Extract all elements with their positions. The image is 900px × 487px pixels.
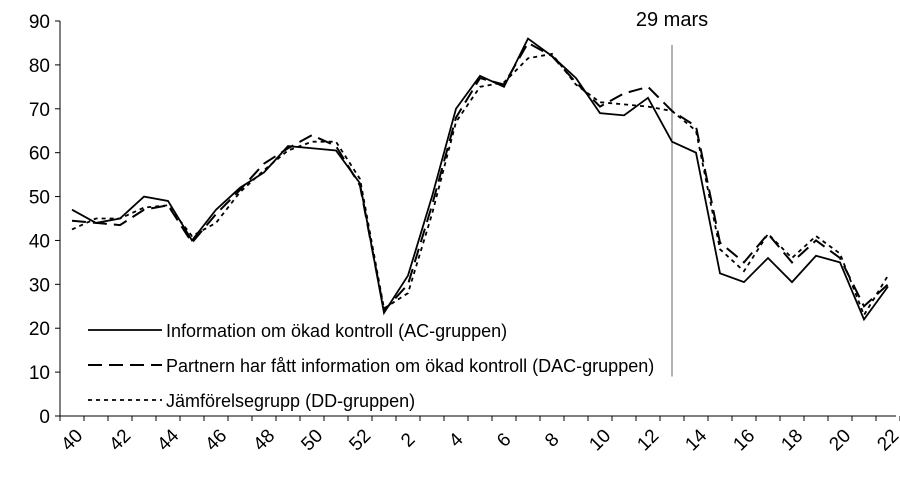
x-tick-label: 6 (493, 429, 515, 451)
y-tick-label: 0 (39, 407, 50, 428)
x-tick-label: 16 (729, 425, 759, 455)
x-tick-label: 14 (681, 425, 711, 455)
x-tick-label: 22 (873, 425, 900, 455)
x-tick-label: 44 (153, 425, 183, 455)
x-tick-label: 18 (777, 425, 807, 455)
x-tick-label: 42 (105, 425, 135, 455)
x-tick-label: 8 (541, 429, 563, 451)
y-tick-label: 20 (29, 319, 50, 340)
x-tick-label: 10 (585, 425, 615, 455)
x-tick-label: 4 (445, 429, 468, 452)
x-tick-label: 12 (633, 425, 663, 455)
y-tick-label: 30 (29, 275, 50, 296)
legend-label: Partnern har fått information om ökad ko… (166, 356, 654, 376)
y-tick-label: 10 (29, 363, 50, 384)
y-tick-label: 90 (29, 12, 50, 33)
x-tick-label: 52 (345, 425, 375, 455)
x-tick-label: 50 (297, 425, 327, 455)
y-tick-label: 40 (29, 231, 50, 252)
x-tick-label: 40 (57, 425, 87, 455)
y-tick-label: 70 (29, 100, 50, 121)
series-line (71, 37, 889, 322)
legend-label: Information om ökad kontroll (AC-gruppen… (166, 321, 507, 341)
y-tick-label: 60 (29, 144, 50, 165)
y-tick-label: 80 (29, 56, 50, 77)
legend-label: Jämförelsegrupp (DD-gruppen) (166, 391, 415, 411)
annotation: 29 mars (636, 9, 708, 31)
y-tick-label: 50 (29, 188, 50, 209)
x-tick-label: 2 (397, 429, 419, 451)
x-tick-label: 46 (201, 425, 231, 455)
x-tick-label: 48 (249, 425, 279, 455)
series-line (71, 41, 889, 313)
series-line (71, 52, 889, 318)
x-tick-label: 20 (825, 425, 855, 455)
